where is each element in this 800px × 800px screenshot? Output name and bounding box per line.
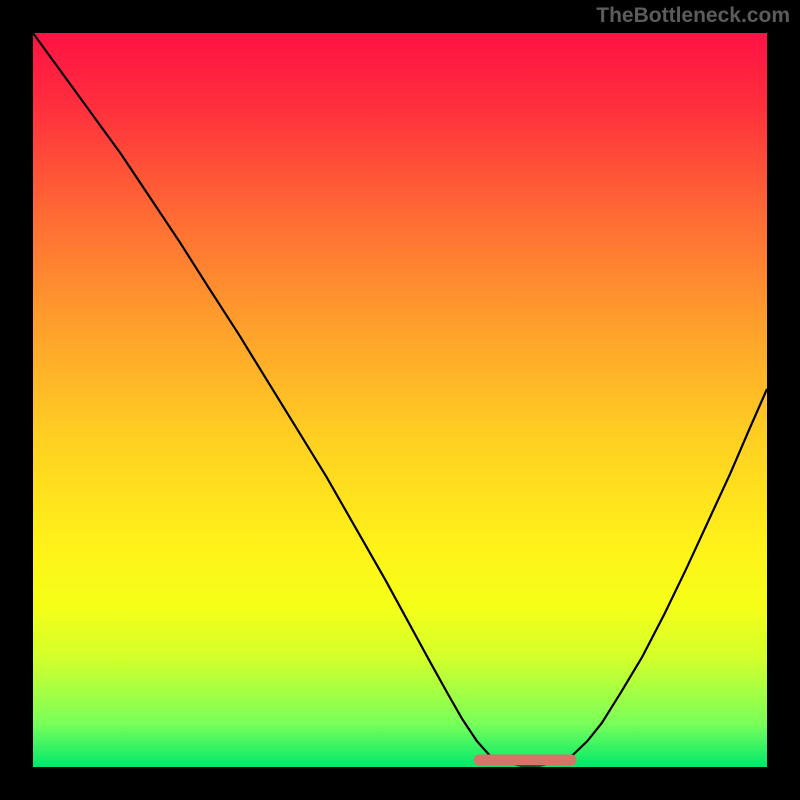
bottleneck-curve — [33, 33, 767, 767]
attribution-text: TheBottleneck.com — [596, 4, 790, 28]
optimal-range-marker — [473, 755, 576, 766]
plot-area — [33, 33, 767, 767]
chart-frame: TheBottleneck.com — [0, 0, 800, 800]
curve-path — [33, 33, 767, 766]
